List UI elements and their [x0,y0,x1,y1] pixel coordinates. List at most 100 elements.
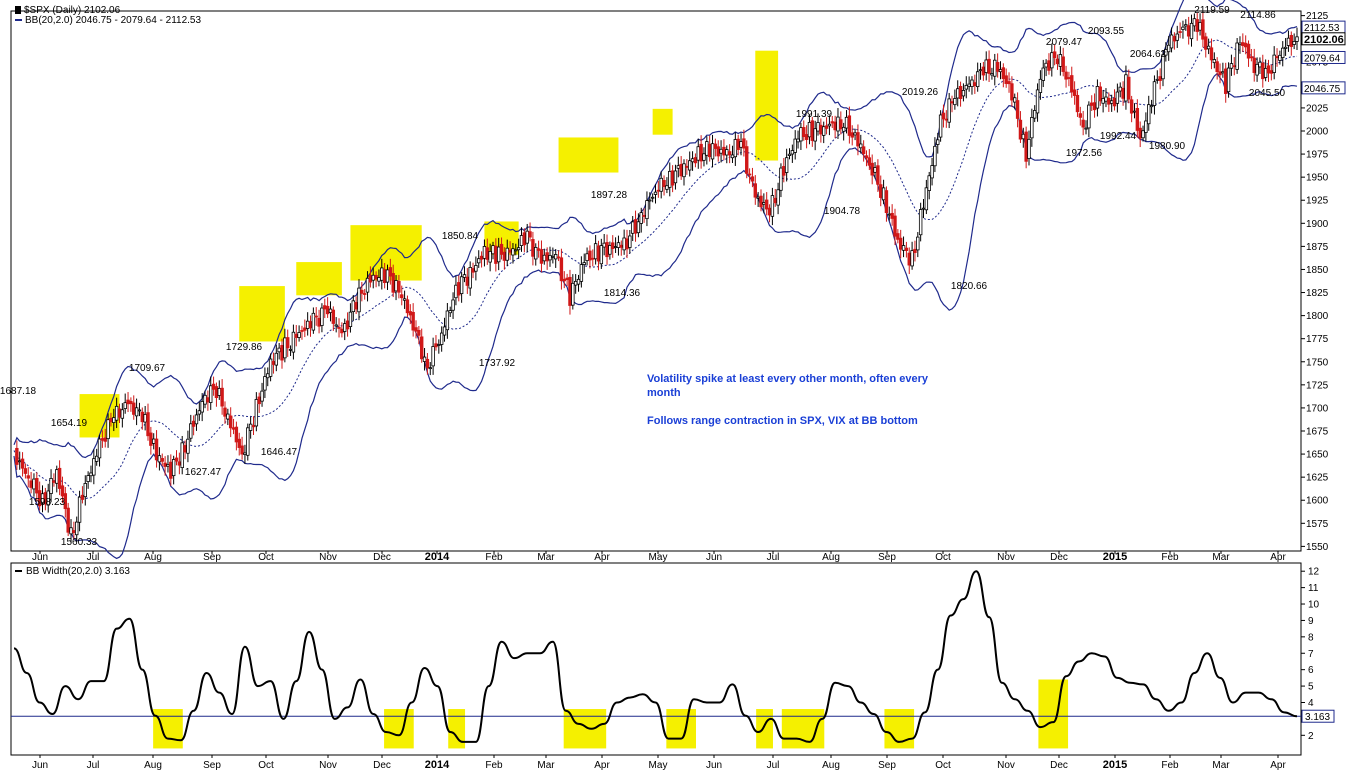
candle-body [226,413,230,420]
price-tick-label: 1875 [1306,242,1329,253]
candle-body [496,246,501,263]
candle-body [1289,35,1293,47]
price-point-label: 1904.78 [824,206,861,217]
price-highlight-box [755,50,779,161]
candle-body [474,265,478,272]
price-point-label: 1972.56 [1066,148,1103,159]
candle-body [49,478,53,494]
month-label: Jun [706,760,722,771]
candle-body [157,455,162,463]
bb-width-line [13,570,1298,743]
candle-body [861,146,866,155]
candle-body [782,166,786,176]
candle-body [1178,31,1182,33]
candle-body [525,230,529,244]
candle-body [548,254,552,261]
candle-body [143,413,147,423]
candle-body [1092,102,1097,111]
price-point-label: 2019.26 [902,87,939,98]
candle-body [1189,22,1194,40]
candle-body [1030,117,1034,139]
month-label: Apr [594,552,610,563]
month-label: Mar [537,552,555,563]
candle-body [850,132,854,138]
candle-body [283,337,287,359]
candle-body [15,447,19,465]
month-label: Dec [1050,552,1068,563]
candle-body [325,305,330,315]
candle-body [653,191,658,195]
candle-body [870,162,874,176]
price-highlight-box [239,286,285,342]
candle-body [576,278,581,285]
candle-body [856,132,860,147]
candle-body [542,254,547,262]
candle-body [799,127,803,142]
candle-body [630,221,635,234]
candle-body [18,460,22,463]
candle-body [417,329,421,336]
width-value-tag-label: 3.163 [1305,712,1330,723]
month-label: May [649,552,668,563]
candle-body [776,189,780,206]
width-tick-label: 12 [1308,567,1320,578]
candle-body [1064,71,1068,80]
candle-body [973,82,977,87]
candle-body [431,346,435,367]
candle-body [807,121,812,138]
price-value-tag [1301,81,1346,95]
candle-body [1013,97,1017,103]
price-point-label: 2119.59 [1194,5,1230,16]
candle-body [588,250,592,261]
candle-body [348,311,353,327]
width-tick-label: 2 [1308,731,1314,742]
candle-body [1032,110,1037,119]
candle-body [961,90,966,97]
candle-body [841,126,846,132]
price-point-label: 1737.92 [479,358,516,369]
month-label: Dec [373,552,391,563]
candle-body [1258,61,1262,68]
price-tick-label: 1850 [1306,265,1329,276]
candle-body [243,452,247,455]
candle-body [568,276,572,306]
month-label: Aug [822,552,840,563]
candle-body [730,154,735,159]
candle-body [1172,36,1177,42]
candle-body [1124,74,1128,102]
candle-body [611,242,615,249]
candle-body [1164,49,1168,56]
candle-body [887,213,891,216]
month-label: Dec [373,760,391,771]
lower-band-line [13,72,1298,560]
candle-body [439,332,444,345]
candle-body [1121,87,1125,99]
candle-body [554,254,558,260]
candle-body [1149,105,1154,108]
price-tick-label: 1975 [1306,150,1329,161]
candle-body [531,239,535,257]
candle-body [371,274,375,281]
price-tick-label: 2025 [1306,103,1329,114]
candle-body [120,409,125,419]
candle-body [1027,138,1031,159]
price-tick-label: 1625 [1306,473,1329,484]
highlight-layer [79,50,779,438]
candle-body [784,157,789,173]
month-label: Mar [1212,760,1230,771]
candle-body [927,175,931,191]
candle-body [1209,47,1214,61]
candle-body [459,276,464,295]
width-highlight-box [1038,679,1069,749]
candle-body [802,127,806,138]
width-highlight-box [448,709,466,749]
candle-body [228,415,233,429]
candle-body [516,247,521,251]
bb-width-series [11,570,1301,743]
candle-body [1018,119,1023,140]
candle-body [405,299,410,314]
candle-body [200,401,204,413]
candle-body [397,280,401,293]
candle-body [847,115,852,136]
width-tick-label: 10 [1308,600,1320,611]
